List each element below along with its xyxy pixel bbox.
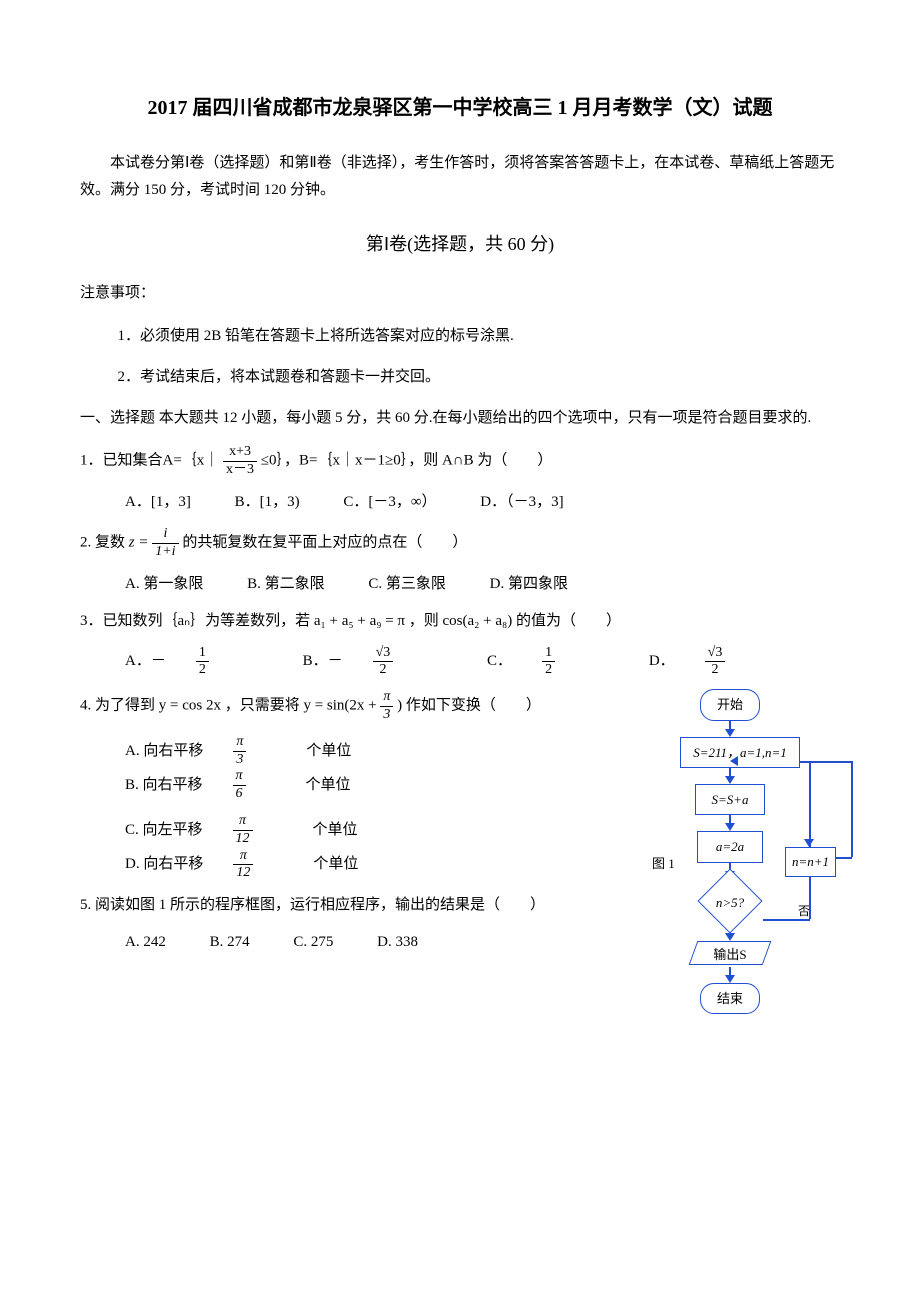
q4-a-suf: 个单位: [306, 738, 351, 765]
q4-frac-den: 3: [380, 707, 393, 724]
q4-d-suf: 个单位: [313, 851, 358, 878]
q3-option-a: A．－ 12: [125, 645, 269, 680]
q4-b-num: π: [233, 768, 246, 786]
q1-option-b: B．[1，3): [235, 489, 300, 516]
q1-options: A．[1，3] B．[1，3) C．[－3，∞） D．（－3，3]: [80, 489, 840, 516]
q3-d-den: 2: [705, 662, 726, 679]
q4-option-a: A. 向右平移 π3 个单位: [125, 734, 381, 769]
flowchart-side-step: n=n+1: [785, 847, 836, 876]
flowchart-condition: n>5?: [695, 879, 765, 923]
q3-a-pre: A．－: [125, 648, 166, 675]
question-2: 2. 复数 z = i 1+i 的共轭复数在复平面上对应的点在（ ）: [80, 526, 840, 561]
q3-option-c: C． 12: [487, 645, 615, 680]
q4-c-den: 12: [233, 831, 253, 848]
q5-option-c: C. 275: [293, 929, 333, 956]
q3-b-pre: B．－: [303, 648, 343, 675]
flowchart-output: 输出S: [685, 941, 775, 967]
exam-title: 2017 届四川省成都市龙泉驿区第一中学校高三 1 月月考数学（文）试题: [80, 90, 840, 126]
q1-suffix: ≤0｝，B=｛x｜x－1≥0｝，则 A∩B 为（ ）: [261, 453, 553, 469]
flowchart-output-label: 输出S: [685, 943, 775, 966]
q4-option-b: B. 向右平移 π6 个单位: [125, 768, 381, 803]
q4-b-den: 6: [233, 786, 246, 803]
q4-b-pre: B. 向右平移: [125, 772, 203, 799]
q4-c-pre: C. 向左平移: [125, 817, 203, 844]
q2-frac-den: 1+i: [152, 544, 178, 561]
q4-suffix: ) 作如下变换（ ）: [397, 698, 541, 714]
flowchart-step-1: S=S+a: [695, 784, 765, 815]
q2-z-eq: z =: [129, 535, 149, 551]
q4-a-num: π: [233, 734, 246, 752]
q3-c-num: 1: [542, 645, 555, 663]
q2-option-c: C. 第三象限: [368, 571, 446, 598]
q4-option-d: D. 向右平移 π12 个单位: [125, 848, 388, 883]
q2-suffix: 的共轭复数在复平面上对应的点在（ ）: [182, 535, 467, 551]
q5-options: A. 242 B. 274 C. 275 D. 338: [80, 929, 660, 956]
q3-a-num: 1: [196, 645, 209, 663]
q4-a-den: 3: [233, 752, 246, 769]
q3-option-d: D． √32: [649, 645, 786, 680]
q1-option-d: D．（－3，3]: [480, 489, 563, 516]
q2-prefix: 2. 复数: [80, 535, 129, 551]
q4-frac-num: π: [380, 689, 393, 707]
flowchart-end: 结束: [700, 983, 760, 1014]
q2-option-a: A. 第一象限: [125, 571, 203, 598]
intro-paragraph: 本试卷分第Ⅰ卷（选择题）和第Ⅱ卷（非选择），考生作答时，须将答案答答题卡上，在本…: [80, 150, 840, 204]
q4-d-num: π: [233, 848, 253, 866]
q3-option-b: B．－ √32: [303, 645, 454, 680]
notice-item-1: 1．必须使用 2B 铅笔在答题卡上将所选答案对应的标号涂黑.: [80, 323, 840, 350]
figure-1-label: 图 1: [652, 852, 675, 875]
q3-c-den: 2: [542, 662, 555, 679]
notice-item-2: 2．考试结束后，将本试题卷和答题卡一并交回。: [80, 364, 840, 391]
q3-c-pre: C．: [487, 648, 512, 675]
q2-fraction: i 1+i: [152, 526, 178, 561]
question-1: 1．已知集合A=｛x｜ x+3 x－3 ≤0｝，B=｛x｜x－1≥0｝，则 A∩…: [80, 444, 840, 479]
q4-d-den: 12: [233, 865, 253, 882]
section-1-title: 第Ⅰ卷(选择题，共 60 分): [80, 228, 840, 260]
q4-fraction: π 3: [380, 689, 393, 724]
flowchart-figure-1: 开始 S=211，a=1,n=1 S=S+a a=2a n>5? 是 输出S: [660, 689, 840, 1014]
part-1-heading: 一、选择题 本大题共 12 小题，每小题 5 分，共 60 分.在每小题给出的四…: [80, 405, 840, 432]
q3-options: A．－12 B．－√32 C．12 D．√32: [80, 645, 840, 680]
q4-option-c: C. 向左平移 π12 个单位: [125, 813, 388, 848]
q3-d-pre: D．: [649, 648, 675, 675]
q4-c-suf: 个单位: [313, 817, 358, 844]
q2-options: A. 第一象限 B. 第二象限 C. 第三象限 D. 第四象限: [80, 571, 840, 598]
q1-fraction: x+3 x－3: [223, 444, 257, 479]
notice-heading: 注意事项：: [80, 280, 840, 307]
flowchart-init: S=211，a=1,n=1: [680, 737, 800, 768]
q5-option-a: A. 242: [125, 929, 166, 956]
q1-option-c: C．[－3，∞）: [343, 489, 436, 516]
flowchart-start: 开始: [700, 689, 760, 720]
q2-frac-num: i: [152, 526, 178, 544]
q2-option-b: B. 第二象限: [247, 571, 325, 598]
q4-prefix: 4. 为了得到 y = cos 2x ，只需要将 y = sin(2x +: [80, 698, 380, 714]
q5-option-d: D. 338: [377, 929, 418, 956]
question-5: 5. 阅读如图 1 所示的程序框图，运行相应程序，输出的结果是（ ）: [80, 892, 660, 919]
q2-option-d: D. 第四象限: [490, 571, 568, 598]
q1-frac-num: x+3: [223, 444, 257, 462]
flowchart-step-2: a=2a: [697, 831, 763, 862]
question-4: 4. 为了得到 y = cos 2x ，只需要将 y = sin(2x + π …: [80, 689, 660, 724]
q4-options-row1: A. 向右平移 π3 个单位 B. 向右平移 π6 个单位: [80, 734, 660, 803]
q1-option-a: A．[1，3]: [125, 489, 191, 516]
q3-a-den: 2: [196, 662, 209, 679]
q1-frac-den: x－3: [223, 462, 257, 479]
q4-a-pre: A. 向右平移: [125, 738, 203, 765]
q3-b-num: √3: [373, 645, 394, 663]
q4-options-row2: C. 向左平移 π12 个单位 D. 向右平移 π12 个单位: [80, 813, 660, 882]
question-3: 3．已知数列｛aₙ｝为等差数列，若 a₁ + a₅ + a₉ = π ，则 co…: [80, 608, 840, 635]
q1-prefix: 1．已知集合A=｛x｜: [80, 453, 219, 469]
flowchart-cond-label: n>5?: [695, 891, 765, 914]
q4-d-pre: D. 向右平移: [125, 851, 203, 878]
q4-b-suf: 个单位: [306, 772, 351, 799]
q4-c-num: π: [233, 813, 253, 831]
q5-option-b: B. 274: [210, 929, 250, 956]
q3-b-den: 2: [373, 662, 394, 679]
q3-d-num: √3: [705, 645, 726, 663]
